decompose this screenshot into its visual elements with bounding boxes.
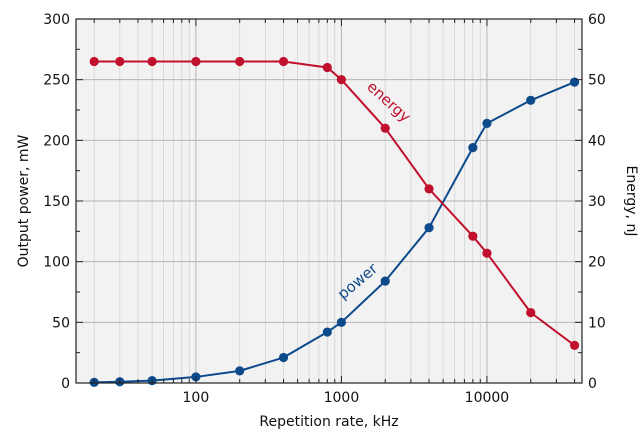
y2-tick-label: 20	[588, 255, 606, 271]
series-line-power	[94, 81, 575, 384]
data-point-energy	[526, 308, 536, 318]
data-point-power	[235, 366, 245, 376]
y-tick-label: 0	[61, 376, 70, 392]
y-tick-label: 100	[43, 255, 70, 271]
data-point-power	[278, 352, 289, 363]
data-point-energy	[336, 75, 347, 85]
tick-labels: 0 50 100 150 200 250 300 0 10 20 30 40 50 60 100 1000 10…	[43, 12, 606, 406]
y2-tick-label: 50	[588, 73, 606, 89]
x-tick-label: 100	[183, 390, 210, 406]
data-point-energy	[89, 56, 99, 67]
y-tick-label: 250	[43, 73, 70, 89]
data-point-energy	[147, 56, 157, 67]
data-point-energy	[468, 231, 478, 241]
data-point-power	[468, 143, 478, 153]
x-tick-label: 1000	[324, 390, 360, 406]
y-tick-label: 200	[43, 133, 70, 149]
data-point-energy	[482, 248, 492, 258]
y2-tick-label: 30	[588, 194, 606, 210]
data-point-energy	[322, 62, 332, 73]
y2-tick-label: 60	[588, 12, 606, 28]
data-point-power	[380, 276, 390, 286]
data-point-energy	[115, 56, 125, 67]
data-point-power	[322, 327, 332, 337]
data-point-energy	[235, 56, 245, 67]
data-point-energy	[424, 184, 434, 194]
y-tick-label: 300	[43, 12, 70, 28]
data-point-energy	[278, 56, 289, 67]
data-point-energy	[380, 123, 390, 133]
y-axis-title: Output power, mW	[16, 134, 32, 267]
y2-axis-title: Energy, nJ	[623, 166, 639, 237]
data-point-power	[482, 118, 492, 128]
y2-tick-label: 0	[588, 376, 597, 392]
data-point-energy	[191, 56, 201, 67]
x-axis-title: Repetition rate, kHz	[259, 414, 398, 430]
ticks	[76, 18, 582, 384]
x-tick-label: 10000	[465, 390, 510, 406]
y-tick-label: 150	[43, 194, 70, 210]
data-point-power	[424, 223, 434, 233]
y2-tick-label: 10	[588, 315, 606, 331]
data-point-power	[336, 317, 347, 327]
y2-tick-label: 40	[588, 133, 606, 149]
data-point-energy	[569, 340, 580, 350]
data-point-power	[569, 77, 580, 87]
y-tick-label: 50	[52, 315, 70, 331]
data-point-power	[526, 95, 536, 105]
